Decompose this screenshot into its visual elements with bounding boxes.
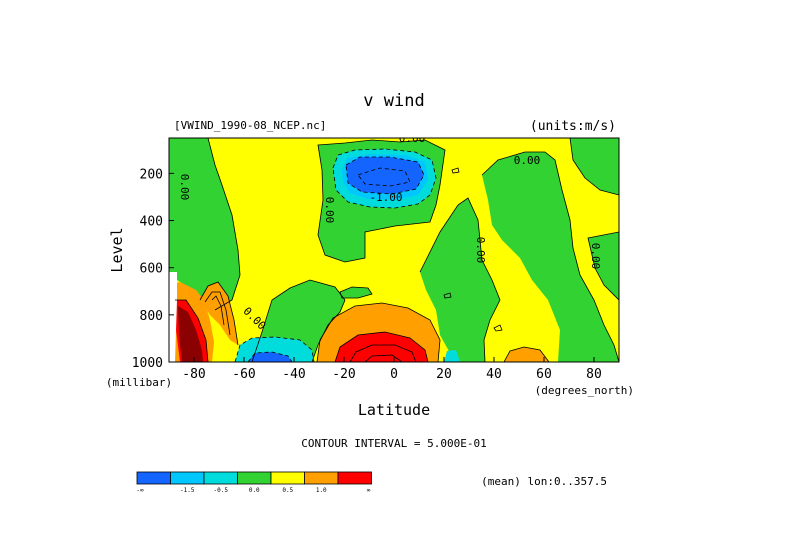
- contour-line: [334, 331, 429, 362]
- colorbar-swatch: [203, 471, 238, 485]
- x-tick-label: -20: [332, 367, 355, 382]
- contour-line: [234, 336, 315, 362]
- colorbar-label: -0.5: [214, 487, 229, 494]
- region-missing-data: [169, 272, 177, 362]
- colorbar-swatch: [170, 471, 205, 485]
- contour-label: 0.00: [474, 237, 487, 264]
- y-axis-units: (millibar): [106, 376, 172, 389]
- colorbar-label: 0.5: [282, 487, 293, 494]
- x-tick-label: -80: [182, 367, 205, 382]
- contour-line: [204, 291, 231, 336]
- region-blue-upper: [346, 157, 424, 194]
- y-tick-label: 1000: [132, 356, 163, 371]
- contour-line: [339, 286, 373, 299]
- colorbar-label: -∞: [136, 487, 144, 494]
- contour-label: 0.00: [589, 243, 602, 270]
- region-green-west: [169, 138, 240, 310]
- region-green-polar-north: [570, 138, 619, 195]
- file-label: [VWIND_1990-08_NCEP.nc]: [174, 119, 326, 132]
- colorbar-swatch: [270, 471, 305, 485]
- region-orange-antarctic-top: [200, 282, 238, 345]
- y-tick-label: 800: [140, 309, 163, 324]
- x-tick-label: -60: [232, 367, 255, 382]
- contour-line: [364, 354, 403, 362]
- contour-line: [332, 148, 437, 209]
- y-axis: 200 400 600 800 1000: [132, 167, 174, 371]
- x-tick-label: -40: [282, 367, 305, 382]
- contour-line: [503, 346, 550, 362]
- contour-line: [349, 344, 417, 362]
- x-tick-label: 80: [586, 367, 602, 382]
- x-tick-label: 40: [486, 367, 502, 382]
- region-green-patch: [340, 287, 372, 298]
- contour-interval-text: CONTOUR INTERVAL = 5.000E-01: [301, 437, 486, 450]
- contour-line: [443, 292, 452, 299]
- colorbar-label: 1.0: [316, 487, 327, 494]
- contour-line: [169, 138, 241, 311]
- colorbar-swatch: [304, 471, 339, 485]
- y-tick-label: 600: [140, 262, 163, 277]
- x-axis: -80 -60 -40 -20 0 20 40 60 80: [182, 357, 602, 382]
- contour-line: [317, 139, 446, 263]
- colorbar: -∞ -1.5 -0.5 0.0 0.5 1.0 ∞: [136, 471, 372, 494]
- contour-line: [247, 351, 293, 362]
- contour-label: 0.00: [514, 154, 541, 167]
- contour-line: [211, 295, 225, 326]
- contour-line: [251, 279, 346, 362]
- x-axis-title: Latitude: [358, 401, 430, 419]
- colorbar-label: 0.0: [249, 487, 260, 494]
- region-green-far-east: [482, 152, 619, 362]
- plot-area: 0.00 0.00 -1.00 0.00 0.00 0.00 0.00 0.00: [169, 132, 619, 362]
- contour-line: [481, 151, 619, 362]
- y-tick-label: 400: [140, 215, 163, 230]
- x-tick-label: 0: [390, 367, 398, 382]
- contour-lines: [169, 138, 619, 362]
- contour-line: [357, 167, 411, 187]
- colorbar-label: -1.5: [180, 487, 195, 494]
- contour-label: 0.00: [323, 197, 336, 224]
- region-green-north-edge: [588, 232, 619, 300]
- region-darkred-antarctic: [178, 306, 203, 362]
- x-axis-units: (degrees_north): [535, 384, 634, 397]
- colorbar-swatch: [337, 471, 372, 485]
- units-label: (units:m/s): [530, 119, 616, 134]
- region-cyan-eq-low: [444, 350, 460, 362]
- y-axis-title: Level: [108, 227, 126, 272]
- contour-line: [419, 197, 501, 362]
- contour-label: 0.00: [399, 132, 426, 145]
- region-green-east: [420, 198, 500, 362]
- contour-line: [451, 167, 460, 174]
- contour-line: [493, 324, 503, 332]
- region-red-eq: [335, 332, 428, 362]
- contour-line: [569, 138, 619, 196]
- x-tick-label: 20: [436, 367, 452, 382]
- contour-line: [345, 156, 425, 195]
- contour-label: 0.00: [178, 174, 191, 201]
- region-orange-north-low: [504, 347, 549, 362]
- colorbar-swatch: [237, 471, 272, 485]
- x-tick-label: 60: [536, 367, 552, 382]
- contour-labels: 0.00 0.00 -1.00 0.00 0.00 0.00 0.00 0.00: [178, 132, 602, 332]
- contour-line: [587, 231, 619, 301]
- contour-label: -1.00: [369, 191, 402, 204]
- chart-title: v wind: [363, 91, 424, 111]
- contour-line: [199, 281, 239, 346]
- y-tick-label: 200: [140, 167, 163, 182]
- colorbar-swatch: [136, 471, 171, 485]
- mean-text: (mean) lon:0..357.5: [481, 475, 607, 488]
- contour-line: [175, 299, 209, 362]
- colorbar-label: ∞: [367, 487, 371, 494]
